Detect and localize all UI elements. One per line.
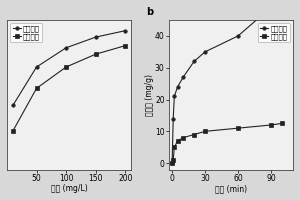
克林霉素: [280, 122, 284, 125]
克林霉素: [170, 162, 174, 164]
林可霉素: [170, 162, 174, 164]
克林霉素: [171, 159, 175, 161]
克林霉素: [269, 124, 273, 126]
林可霉素: [11, 104, 15, 107]
克林霉素: [236, 127, 240, 129]
林可霉素: [181, 76, 185, 78]
Line: 林可霉素: 林可霉素: [170, 0, 284, 165]
林可霉素: [280, 0, 284, 2]
克林霉素: [203, 130, 207, 133]
林可霉素: [35, 66, 38, 68]
克林霉素: [172, 146, 176, 148]
林可霉素: [192, 60, 196, 63]
林可霉素: [171, 117, 175, 120]
X-axis label: 浓度 (mg/L): 浓度 (mg/L): [51, 184, 87, 193]
Line: 克林霉素: 克林霉素: [11, 44, 127, 133]
林可霉素: [236, 35, 240, 37]
林可霉素: [172, 95, 176, 98]
Legend: 林可霉素, 克林霉素: 林可霉素, 克林霉素: [11, 23, 42, 42]
Y-axis label: 吸附量 (mg/g): 吸附量 (mg/g): [145, 74, 154, 116]
克林霉素: [181, 136, 185, 139]
克林霉素: [94, 53, 98, 55]
林可霉素: [124, 30, 127, 32]
克林霉素: [64, 66, 68, 68]
Text: b: b: [146, 7, 154, 17]
林可霉素: [269, 6, 273, 9]
克林霉素: [35, 87, 38, 90]
Line: 克林霉素: 克林霉素: [170, 122, 284, 165]
Line: 林可霉素: 林可霉素: [11, 29, 127, 107]
林可霉素: [64, 47, 68, 49]
Legend: 林可霉素, 克林霉素: 林可霉素, 克林霉素: [258, 23, 290, 42]
克林霉素: [176, 140, 179, 142]
克林霉素: [124, 44, 127, 47]
克林霉素: [192, 133, 196, 136]
林可霉素: [94, 36, 98, 38]
林可霉素: [176, 86, 179, 88]
林可霉素: [203, 51, 207, 53]
X-axis label: 时间 (min): 时间 (min): [215, 184, 247, 193]
克林霉素: [11, 130, 15, 132]
